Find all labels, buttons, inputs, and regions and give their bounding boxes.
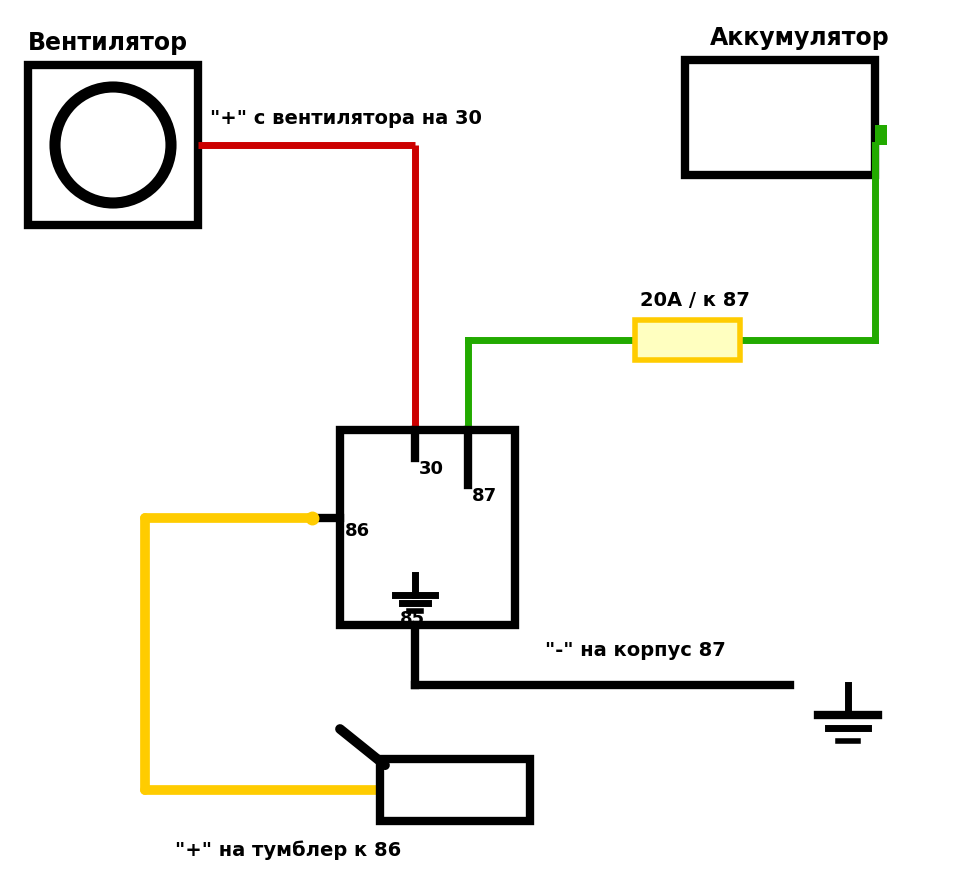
Bar (340, 430, 515, 625)
Text: Вентилятор: Вентилятор (28, 31, 188, 55)
Text: 87: 87 (472, 487, 497, 505)
Circle shape (55, 87, 171, 203)
Text: "+" с вентилятора на 30: "+" с вентилятора на 30 (210, 109, 482, 128)
Text: Аккумулятор: Аккумулятор (710, 26, 890, 50)
Bar (685, 60, 875, 175)
Bar (380, 759, 530, 821)
Bar (635, 320, 740, 360)
Bar (28, 65, 198, 225)
Text: 85: 85 (400, 610, 425, 628)
Text: "-" на корпус 87: "-" на корпус 87 (545, 641, 725, 660)
Text: 86: 86 (345, 522, 370, 540)
Text: "+" на тумблер к 86: "+" на тумблер к 86 (175, 840, 401, 860)
Bar (875, 125, 887, 145)
Text: 20А / к 87: 20А / к 87 (640, 291, 750, 310)
Text: 30: 30 (419, 460, 444, 478)
